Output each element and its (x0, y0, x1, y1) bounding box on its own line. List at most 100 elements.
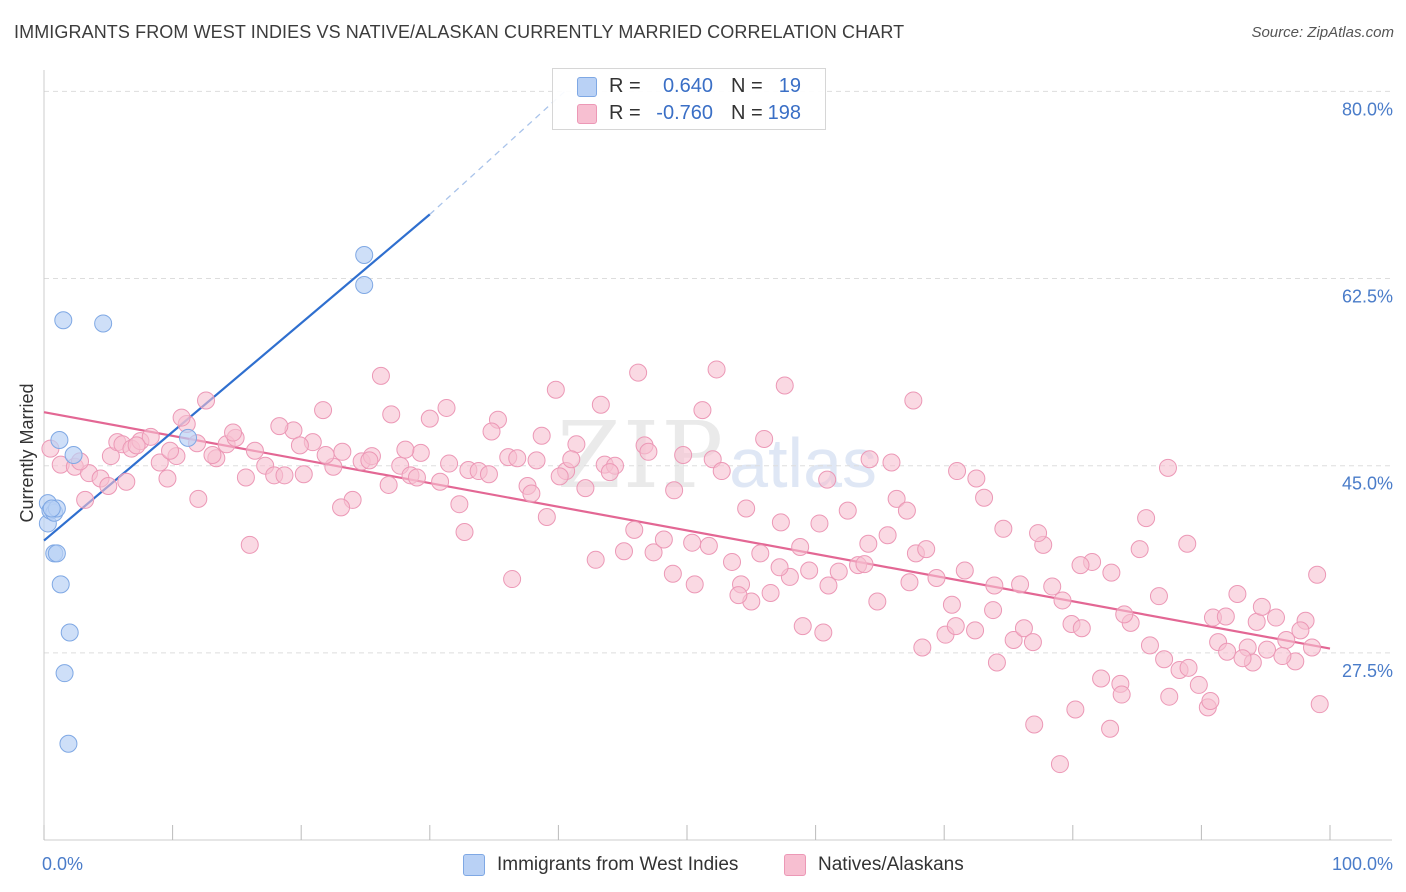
natives-alaskans-point (644, 543, 663, 562)
natives-alaskans-point (887, 489, 906, 508)
natives-alaskans-point (316, 446, 335, 464)
natives-alaskans-point (994, 519, 1013, 538)
natives-alaskans-point (1155, 650, 1174, 669)
points-layer (38, 246, 1329, 774)
natives-alaskans-point (654, 530, 673, 549)
natives-alaskans-point (927, 568, 946, 587)
natives-alaskans-point (819, 576, 838, 595)
legend-n-value: 198 (767, 102, 801, 124)
legend-n-value: 19 (778, 75, 801, 97)
natives-alaskans-point (737, 499, 756, 518)
legend-r-value: 0.640 (662, 75, 713, 97)
west-indies-point (64, 446, 83, 464)
y-tick-label: 45.0% (1342, 474, 1393, 494)
legend-n-label: N = (731, 75, 763, 97)
natives-alaskans-point (984, 601, 1003, 620)
trend-layer (43, 90, 1331, 650)
west-indies-point (54, 311, 73, 330)
natives-alaskans-point (791, 537, 810, 556)
bottom-legend-item-blue: Immigrants from West Indies (463, 852, 738, 878)
natives-alaskans-point (1257, 640, 1276, 659)
natives-alaskans-point (900, 573, 919, 592)
natives-alaskans-point (270, 417, 289, 436)
natives-alaskans-point (793, 617, 812, 636)
natives-alaskans-point (917, 540, 936, 559)
natives-alaskans-point (527, 451, 546, 470)
natives-alaskans-point (878, 526, 897, 545)
natives-alaskans-point (236, 468, 255, 487)
natives-alaskans-point (1130, 540, 1149, 559)
natives-alaskans-point (665, 481, 684, 500)
natives-alaskans-point (1201, 691, 1220, 710)
natives-alaskans-point (674, 446, 693, 464)
natives-alaskans-point (882, 453, 901, 472)
legend-n-label: N = (731, 102, 763, 124)
west-indies-point (51, 575, 70, 594)
natives-alaskans-point (455, 523, 474, 541)
natives-alaskans-point (1025, 715, 1044, 734)
natives-alaskans-point (360, 451, 379, 470)
natives-alaskans-point (245, 441, 264, 460)
west-indies-point (94, 314, 113, 333)
natives-alaskans-point (770, 558, 789, 577)
west-indies-point (179, 428, 198, 447)
natives-alaskans-point (1115, 605, 1134, 624)
natives-alaskans-point (814, 623, 833, 642)
natives-alaskans-point (314, 401, 333, 420)
natives-alaskans-point (407, 468, 426, 487)
bottom-legend-label-pink: Natives/Alaskans (818, 854, 964, 875)
legend-swatch-blue (577, 76, 597, 97)
natives-alaskans-point (942, 595, 961, 614)
natives-alaskans-point (683, 533, 702, 552)
natives-alaskans-point (117, 472, 136, 491)
natives-alaskans-point (985, 576, 1004, 595)
natives-alaskans-point (625, 520, 644, 539)
natives-alaskans-point (600, 463, 619, 482)
natives-alaskans-point (1092, 669, 1111, 688)
natives-alaskans-point (1053, 591, 1072, 610)
natives-alaskans-point (537, 508, 556, 527)
bottom-legend-label-blue: Immigrants from West Indies (497, 854, 739, 875)
y-tick-label: 80.0% (1342, 99, 1393, 119)
natives-alaskans-point (1310, 695, 1329, 714)
natives-alaskans-point (663, 564, 682, 583)
west-indies-point (59, 734, 78, 753)
natives-alaskans-point (1266, 608, 1285, 627)
natives-alaskans-point (379, 475, 398, 494)
natives-alaskans-point (1252, 597, 1271, 616)
natives-alaskans-point (712, 462, 731, 481)
natives-alaskans-point (1158, 458, 1177, 477)
x-tick-label: 100.0% (1332, 854, 1393, 874)
natives-alaskans-point (1216, 607, 1235, 626)
west-indies-point (355, 246, 374, 265)
natives-alaskans-point (859, 534, 878, 553)
natives-alaskans-point (1071, 556, 1090, 575)
natives-alaskans-point (437, 398, 456, 417)
bottom-legend: Immigrants from West Indies Natives/Alas… (0, 852, 1406, 878)
natives-alaskans-point (567, 435, 586, 454)
y-tick-label: 27.5% (1342, 661, 1393, 681)
natives-alaskans-point (1247, 612, 1266, 631)
natives-alaskans-point (1179, 658, 1198, 677)
natives-alaskans-point (946, 617, 965, 636)
y-axis-label: Currently Married (17, 383, 37, 522)
natives-alaskans-point (818, 470, 837, 489)
natives-alaskans-point (614, 542, 633, 561)
natives-alaskans-point (586, 550, 605, 569)
natives-alaskans-point (751, 544, 770, 563)
legend-r-value: -0.760 (656, 102, 713, 124)
natives-alaskans-point (1029, 524, 1048, 543)
west-indies-point (355, 275, 374, 294)
natives-alaskans-point (800, 561, 819, 580)
west-indies-point (55, 664, 74, 683)
natives-alaskans-point (1160, 687, 1179, 706)
natives-alaskans-point (629, 363, 648, 382)
bottom-legend-swatch-blue (463, 854, 485, 876)
natives-alaskans-point (431, 472, 450, 491)
natives-alaskans-point (1273, 647, 1292, 666)
natives-alaskans-point (550, 467, 569, 486)
west-indies-point (60, 623, 79, 642)
natives-alaskans-point (203, 446, 222, 464)
natives-alaskans-point (508, 449, 527, 468)
natives-alaskans-point (591, 395, 610, 414)
